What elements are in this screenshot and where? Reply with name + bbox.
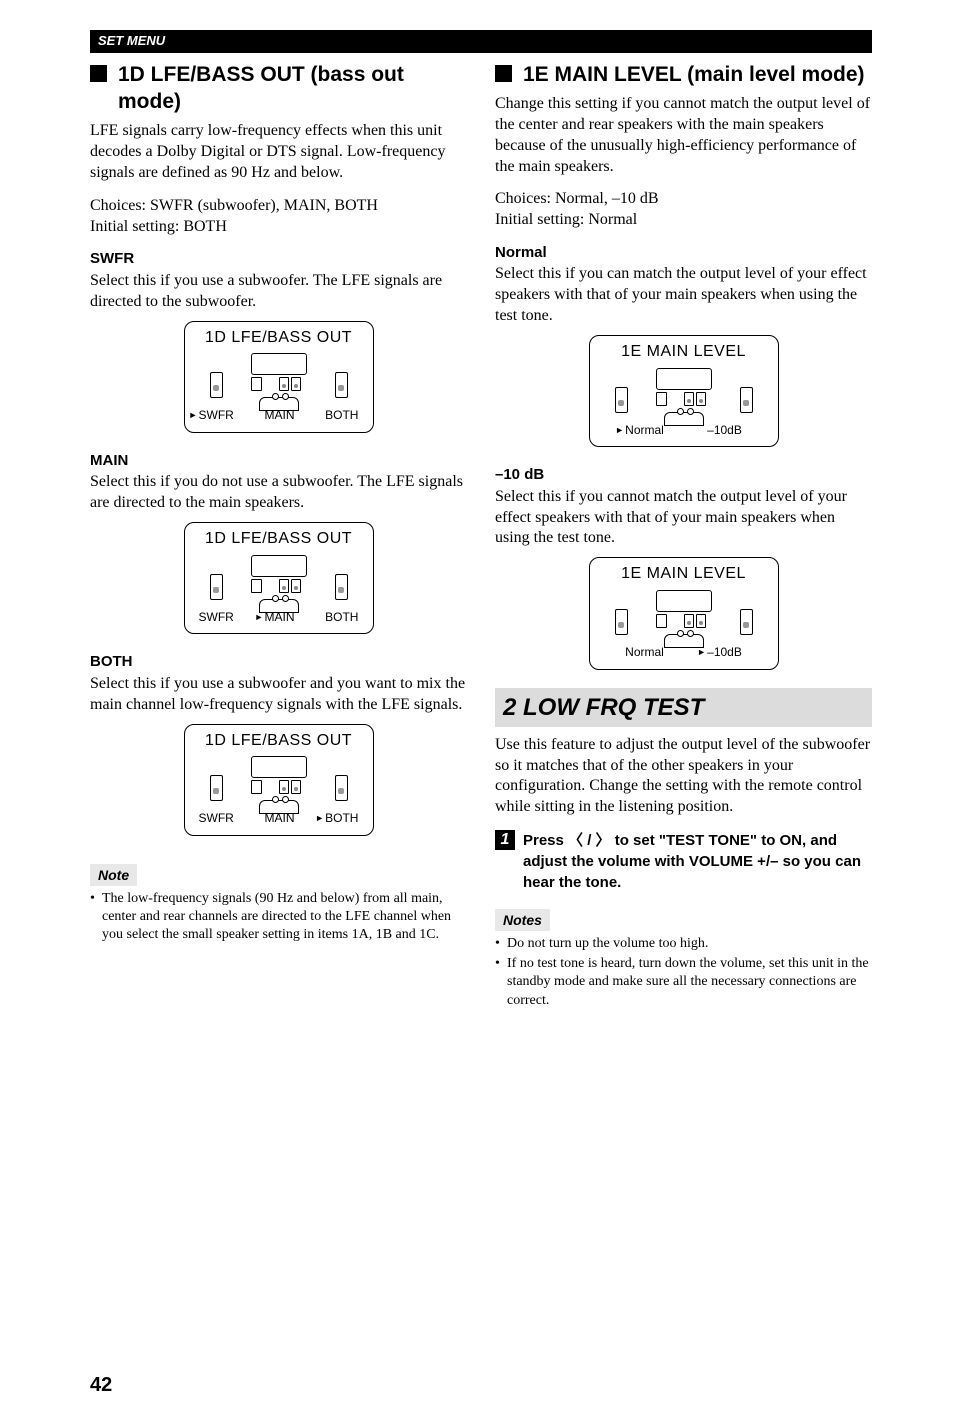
step-1: 1 Press 〈 / 〉 to set "TEST TONE" to ON, … [495,830,872,893]
display-swfr-options: SWFR MAIN BOTH [195,408,363,424]
normal-heading: Normal [495,243,872,263]
main-text: Select this if you do not use a subwoofe… [90,472,467,514]
opt-both: BOTH [325,811,358,827]
display-normal: 1E MAIN LEVEL Normal –10dB [589,335,779,447]
speaker-diagram-icon [195,555,363,600]
speaker-diagram-icon [195,756,363,801]
header-bar: SET MENU [90,30,872,53]
display-both-title: 1D LFE/BASS OUT [195,731,363,752]
section-1d-initial: Initial setting: BOTH [90,217,467,238]
note-b: If no test tone is heard, turn down the … [495,955,872,1010]
step-1-text: Press 〈 / 〉 to set "TEST TONE" to ON, an… [523,830,872,893]
section-1d-title-text: 1D LFE/BASS OUT (bass out mode) [118,61,467,116]
display-neg10-title: 1E MAIN LEVEL [600,564,768,585]
right-column: 1E MAIN LEVEL (main level mode) Change t… [495,61,872,1012]
opt-main: MAIN [264,408,294,424]
section-2-title: 2 LOW FRQ TEST [495,688,872,727]
display-swfr: 1D LFE/BASS OUT SWFR MAIN BOTH [184,321,374,433]
note-1d: The low-frequency signals (90 Hz and bel… [90,890,467,945]
step-number-icon: 1 [495,830,515,850]
speaker-diagram-icon [600,590,768,635]
swfr-text: Select this if you use a subwoofer. The … [90,271,467,313]
both-text: Select this if you use a subwoofer and y… [90,674,467,716]
speaker-diagram-icon [600,368,768,413]
neg10-text: Select this if you cannot match the outp… [495,487,872,549]
note-label: Note [90,864,137,886]
normal-text: Select this if you can match the output … [495,264,872,326]
display-main: 1D LFE/BASS OUT SWFR MAIN BOTH [184,522,374,634]
opt-normal: Normal [625,423,664,439]
opt-swfr: SWFR [199,610,234,626]
notes-label: Notes [495,909,550,931]
display-both: 1D LFE/BASS OUT SWFR MAIN BOTH [184,724,374,836]
square-bullet-icon [90,65,107,82]
display-swfr-title: 1D LFE/BASS OUT [195,328,363,349]
display-main-options: SWFR MAIN BOTH [195,610,363,626]
opt-swfr: SWFR [199,811,234,827]
display-normal-title: 1E MAIN LEVEL [600,342,768,363]
section-1d-choices: Choices: SWFR (subwoofer), MAIN, BOTH [90,196,467,217]
both-heading: BOTH [90,652,467,672]
section-2-intro: Use this feature to adjust the output le… [495,735,872,818]
display-neg10: 1E MAIN LEVEL Normal –10dB [589,557,779,669]
section-1e-initial: Initial setting: Normal [495,210,872,231]
section-1d-intro: LFE signals carry low-frequency effects … [90,121,467,183]
opt-main: MAIN [264,811,294,827]
opt-main: MAIN [264,610,294,626]
step-1-prefix: Press [523,832,568,849]
angle-keys-icon: 〈 / 〉 [568,832,611,849]
display-both-options: SWFR MAIN BOTH [195,811,363,827]
section-1e-intro: Change this setting if you cannot match … [495,94,872,177]
note-a: Do not turn up the volume too high. [495,935,872,953]
speaker-diagram-icon [195,353,363,398]
opt-normal: Normal [625,645,664,661]
section-1e-title-text: 1E MAIN LEVEL (main level mode) [523,61,865,88]
page-number: 42 [90,1372,872,1398]
opt-both: BOTH [325,610,358,626]
neg10-heading: –10 dB [495,465,872,485]
main-heading: MAIN [90,451,467,471]
section-1e-choices: Choices: Normal, –10 dB [495,189,872,210]
square-bullet-icon [495,65,512,82]
section-1d-title: 1D LFE/BASS OUT (bass out mode) [90,61,467,116]
opt-both: BOTH [325,408,358,424]
section-1e-title: 1E MAIN LEVEL (main level mode) [495,61,872,88]
opt-neg10: –10dB [707,423,742,439]
opt-swfr: SWFR [199,408,234,424]
swfr-heading: SWFR [90,249,467,269]
content-columns: 1D LFE/BASS OUT (bass out mode) LFE sign… [90,61,872,1012]
left-column: 1D LFE/BASS OUT (bass out mode) LFE sign… [90,61,467,1012]
opt-neg10: –10dB [707,645,742,661]
display-main-title: 1D LFE/BASS OUT [195,529,363,550]
